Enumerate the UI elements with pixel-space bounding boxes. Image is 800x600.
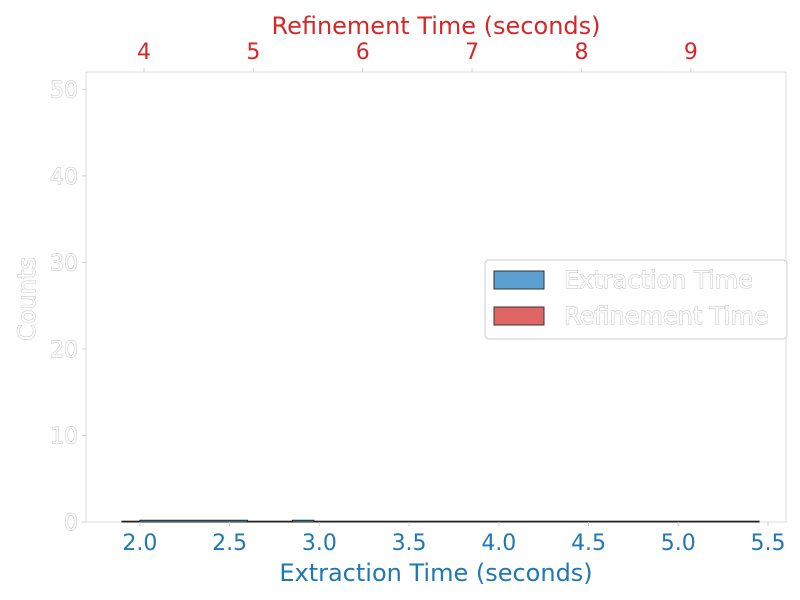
histogram-bar-0-2: [247, 520, 293, 523]
legend-swatch-refinement: [493, 306, 545, 326]
top-x-tick-label: 4: [137, 40, 151, 65]
legend: Extraction Time Refinement Time: [484, 259, 788, 340]
x-tick-label: 3.0: [302, 531, 337, 556]
top-x-tick-label: 5: [246, 40, 260, 65]
x-tick-label: 4.5: [571, 531, 606, 556]
legend-label-refinement: Refinement Time: [564, 302, 769, 330]
legend-swatch-extraction: [493, 270, 545, 290]
x-axis-ticks: 2.0 2.5 3.0 3.5 4.0 4.5 5.0 5.5: [122, 522, 786, 556]
top-x-axis-label: Refinement Time (seconds): [271, 12, 600, 40]
legend-frame: [484, 259, 788, 340]
x-tick-label: 4.0: [481, 531, 516, 556]
x-tick-label: 3.5: [392, 531, 427, 556]
legend-label-extraction: Extraction Time: [564, 266, 753, 294]
y-tick-label: 50: [50, 78, 78, 103]
y-axis-ticks: 0 10 20 30 40 50: [50, 78, 86, 536]
y-axis-label: Counts: [13, 257, 41, 341]
y-tick-label: 40: [50, 165, 78, 190]
top-x-tick-label: 6: [356, 40, 370, 65]
x-tick-label: 5.5: [751, 531, 786, 556]
y-tick-label: 30: [50, 251, 78, 276]
histogram-bars: [121, 519, 760, 523]
top-x-tick-label: 7: [465, 40, 479, 65]
histogram-bar-0-0: [121, 520, 141, 523]
histogram-bar-0-4: [313, 520, 760, 523]
histogram-bar-0-1: [139, 519, 249, 523]
x-axis-label: Extraction Time (seconds): [279, 559, 592, 587]
x-tick-label: 2.0: [122, 531, 157, 556]
y-tick-label: 0: [64, 511, 78, 536]
x-tick-label: 5.0: [661, 531, 696, 556]
top-x-tick-label: 9: [684, 40, 698, 65]
top-x-tick-label: 8: [574, 40, 588, 65]
histogram-bar-0-3: [291, 519, 315, 523]
top-x-axis-ticks: 4 5 6 7 8 9: [137, 40, 698, 72]
y-tick-label: 20: [50, 338, 78, 363]
y-tick-label: 10: [50, 424, 78, 449]
x-tick-label: 2.5: [212, 531, 247, 556]
